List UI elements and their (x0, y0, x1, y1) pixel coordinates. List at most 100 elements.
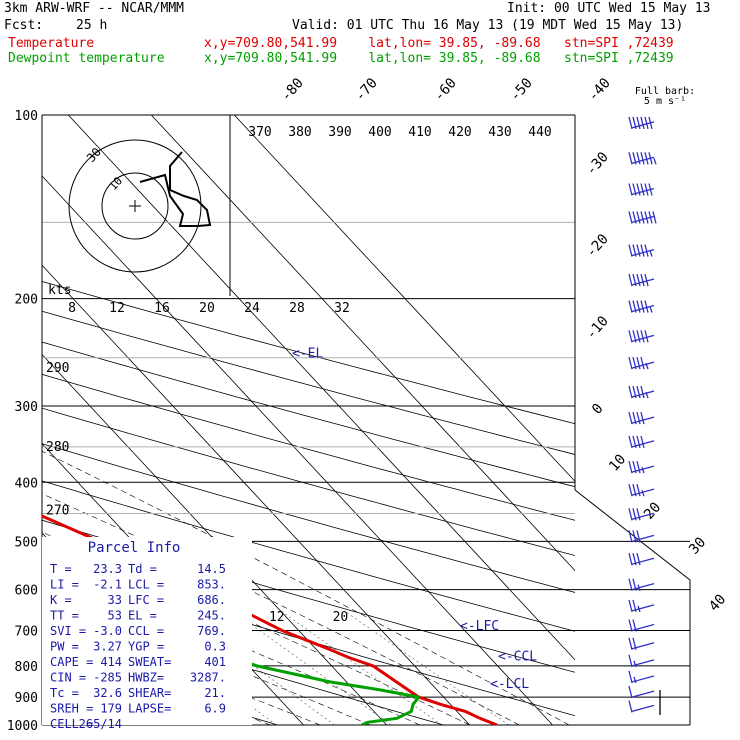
pressure-label: 1000 (7, 719, 38, 734)
parcel-info-panel: Parcel Info T = 23.3 Td = 14.5 LI = -2.1 LCL = 8… (42, 537, 252, 731)
wind-barb (628, 435, 655, 449)
wind-barb (628, 508, 655, 521)
parcel-key: K = (50, 593, 72, 607)
parcel-value: 414 (100, 655, 122, 669)
dry-adiabat (42, 443, 575, 593)
wind-barb (628, 300, 655, 313)
parcel-value: 6.9 (204, 702, 226, 716)
parcel-value: -285 (93, 671, 122, 685)
isotherm-label: 10 (606, 451, 629, 474)
parcel-key: HWBZ= (128, 671, 164, 685)
wind-barb (628, 700, 655, 713)
hodo-ring-outer (68, 139, 202, 273)
parcel-key: PW = (50, 640, 79, 654)
parcel-key: LFC = (128, 593, 164, 607)
parcel-value: -3.0 (93, 624, 122, 638)
theta-label: 420 (448, 125, 471, 140)
init-time: Init: 00 UTC Wed 15 May 13 (507, 1, 711, 16)
parcel-value: 853. (197, 578, 226, 592)
dewpoint-label: Dewpoint temperature (8, 51, 165, 66)
parcel-key: CCL = (128, 624, 164, 638)
wind-barb (628, 244, 655, 257)
wind-barb (628, 411, 655, 425)
wind-barb (628, 553, 655, 566)
theta-label: 410 (408, 125, 431, 140)
pressure-label: 200 (15, 293, 38, 308)
moist-adiabat (42, 450, 570, 725)
theta-label: 400 (368, 125, 391, 140)
isotherm (151, 115, 575, 572)
wind-barb (628, 330, 655, 343)
temperature-label: Temperature (8, 36, 95, 51)
wind-axis-label: 8 (68, 301, 76, 316)
hodo-trace (139, 151, 212, 227)
theta-label: 270 (46, 503, 69, 518)
parcel-key: SVI = (50, 624, 86, 638)
level-annotation: <-LCL (490, 677, 529, 692)
parcel-key: CIN = (50, 671, 86, 685)
wind-barb (628, 211, 657, 224)
isotherm-label: -50 (507, 75, 536, 105)
hodo-ring-label: 30 (84, 145, 104, 165)
parcel-key: T = (50, 562, 72, 576)
wind-barb (628, 599, 655, 613)
parcel-value: 0.3 (204, 640, 226, 654)
parcel-value: 21. (204, 686, 226, 700)
parcel-value: 32.6 (93, 686, 122, 700)
isotherm-label: 30 (686, 534, 709, 557)
wind-axis-label: 20 (199, 301, 215, 316)
theta-label: 370 (248, 125, 271, 140)
theta-label: 290 (46, 361, 69, 376)
dry-adiabat (42, 605, 444, 725)
dry-adiabat (42, 480, 575, 632)
level-annotation: <-EL (292, 346, 323, 361)
isotherm-label: -20 (583, 231, 612, 261)
isotherm-label: -70 (352, 75, 381, 105)
level-annotation: <-LFC (460, 619, 499, 634)
temperature-location: x,y=709.80,541.99 lat,lon= 39.85, -89.68… (204, 36, 674, 51)
dewpoint-trace (42, 594, 421, 725)
wind-barb (628, 530, 655, 543)
parcel-key: CELL = (50, 717, 93, 731)
wind-barb (628, 356, 655, 370)
wind-barb (628, 152, 657, 165)
wind-barb (628, 619, 655, 632)
isotherm-label: 0 (589, 401, 607, 418)
theta-label: 380 (288, 125, 311, 140)
pressure-label: 700 (15, 625, 38, 640)
isotherm (42, 353, 387, 725)
parcel-value: 23.3 (93, 562, 122, 576)
valid-time: Valid: 01 UTC Thu 16 May 13 (19 MDT Wed … (292, 18, 684, 33)
wind-axis-label: 16 (154, 301, 170, 316)
wind-axis-label: 12 (109, 301, 125, 316)
parcel-value: 53 (108, 609, 122, 623)
parcel-value: 769. (197, 624, 226, 638)
parcel-key: Tc = (50, 686, 79, 700)
pressure-label: 300 (15, 400, 38, 415)
mixing-ratio-label: 20 (333, 610, 349, 625)
mixing-ratio-line (280, 610, 442, 725)
theta-label: 280 (46, 440, 69, 455)
parcel-key: EL = (128, 609, 157, 623)
mixing-ratio-label: 12 (269, 610, 285, 625)
header: 3km ARW-WRF -- NCAR/MMM Init: 00 UTC Wed… (0, 0, 740, 70)
parcel-key: LI = (50, 578, 79, 592)
isotherm-label: -10 (583, 313, 612, 343)
wind-barb (628, 273, 655, 287)
theta-label: 390 (328, 125, 351, 140)
wind-barbs (628, 116, 661, 715)
dewpoint-location: x,y=709.80,541.99 lat,lon= 39.85, -89.68… (204, 51, 674, 66)
wind-barb (628, 654, 655, 668)
isotherm-label: 40 (706, 591, 729, 614)
level-annotations: <-EL <-LFC <-CCL <-LCL (292, 346, 537, 691)
wind-barb (628, 460, 655, 474)
isotherm (42, 175, 553, 725)
wind-barb (628, 637, 655, 650)
wind-barb (628, 685, 655, 699)
parcel-key: SREH = (50, 702, 93, 716)
parcel-title: Parcel Info (88, 540, 181, 556)
wind-barb (628, 578, 655, 591)
parcel-value: 686. (197, 593, 226, 607)
parcel-key: TT = (50, 609, 79, 623)
